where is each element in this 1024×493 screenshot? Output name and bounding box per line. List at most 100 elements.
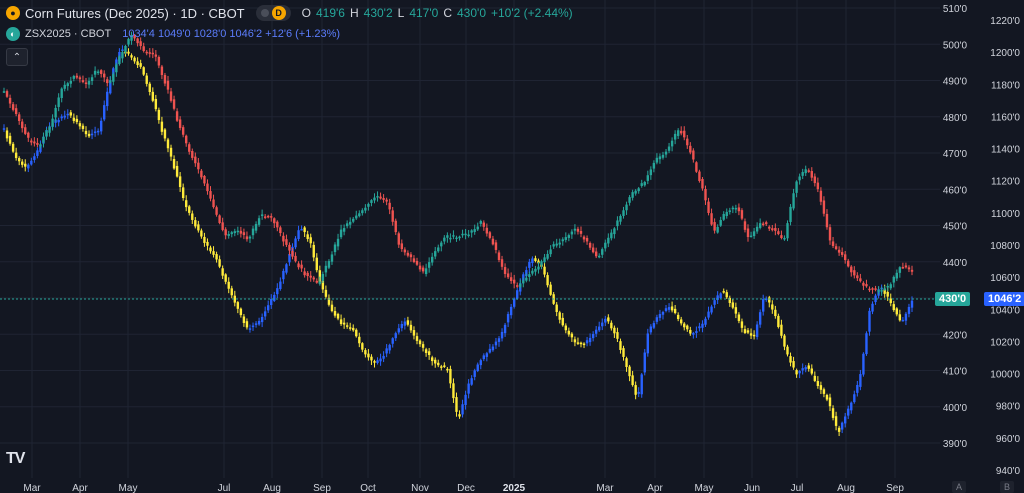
change-value: +10'2 (+2.44%): [491, 6, 573, 20]
soy-candle: [798, 370, 801, 374]
soy-candle: [467, 383, 470, 394]
soy-candle: [534, 258, 537, 261]
soy-candle: [719, 293, 722, 299]
soy-candle: [324, 289, 328, 297]
soy-candle: [99, 120, 103, 132]
corn-candle: [5, 91, 9, 97]
corn-candle: [112, 74, 115, 82]
soy-candle: [737, 314, 741, 321]
soy-candle: [151, 91, 155, 101]
interval-pill[interactable]: D: [255, 5, 291, 21]
soy-candle: [789, 356, 792, 363]
corn-candle: [63, 84, 66, 89]
auto-scale-button[interactable]: A: [952, 481, 966, 493]
soy-candle: [282, 270, 285, 280]
right-axis-tick-label: 1020'0: [990, 337, 1020, 348]
corn-candle: [491, 238, 495, 245]
corn-candle: [449, 237, 452, 240]
soy-candle: [728, 297, 731, 303]
soy-candle: [288, 253, 291, 263]
soy-candle: [619, 341, 622, 350]
right-axis-tick-label: 1120'0: [991, 177, 1020, 188]
corn-candle: [485, 227, 489, 234]
left-axis-tick-label: 480'0: [943, 113, 968, 124]
soy-candle: [75, 118, 79, 123]
right-axis-tick-label: 1000'0: [990, 370, 1020, 381]
soy-candle: [315, 257, 318, 271]
soy-candle: [30, 160, 33, 165]
soy-candle: [406, 320, 410, 325]
soy-candle: [352, 327, 355, 331]
tradingview-logo[interactable]: TV: [6, 450, 25, 467]
main-symbol-legend[interactable]: ● Corn Futures (Dec 2025) · 1D · CBOT D …: [6, 5, 573, 21]
corn-candle: [810, 171, 813, 178]
corn-candle: [421, 267, 425, 272]
soy-candle: [403, 321, 407, 326]
corn-candle: [379, 196, 382, 199]
corn-candle: [667, 146, 671, 151]
corn-candle: [655, 157, 659, 163]
corn-candle: [230, 232, 233, 235]
corn-candle: [616, 220, 619, 227]
soy-candle: [309, 237, 312, 244]
soy-candle: [567, 330, 571, 335]
time-axis[interactable]: Mar Apr May Jul Aug Sep Oct Nov Dec 2025 Mar Apr May…: [23, 483, 904, 493]
soy-candle: [382, 355, 385, 359]
corn-candle: [758, 223, 762, 228]
soy-candle: [148, 83, 151, 92]
compare-symbol-title[interactable]: ZSX2025 · CBOT: [25, 28, 112, 40]
corn-candle: [813, 176, 817, 184]
corn-candle: [236, 230, 240, 233]
corn-candle: [370, 200, 373, 203]
soy-candle: [692, 332, 695, 335]
soy-candle: [163, 129, 167, 139]
corn-candle: [695, 162, 698, 172]
soy-candle: [607, 317, 610, 322]
soy-candle: [558, 312, 561, 320]
soy-candle: [512, 298, 516, 307]
corn-candle: [509, 277, 513, 281]
soy-candle: [11, 143, 15, 152]
soy-candle: [388, 344, 391, 351]
right-axis-tick-label: 1160'0: [991, 112, 1020, 123]
corn-candle: [273, 218, 276, 224]
soy-candle: [367, 353, 370, 358]
eye-icon: [260, 9, 269, 17]
corn-candle: [106, 79, 109, 84]
corn-candle: [871, 288, 874, 290]
soy-candle: [294, 238, 297, 248]
soy-candle: [828, 397, 832, 407]
soy-candle: [133, 57, 136, 62]
main-symbol-title[interactable]: Corn Futures (Dec 2025) · 1D · CBOT: [25, 5, 245, 21]
corn-candle: [382, 198, 385, 200]
corn-candle: [260, 214, 264, 216]
soy-candle: [573, 339, 577, 343]
soy-candle: [69, 112, 73, 116]
corn-candle: [373, 197, 376, 201]
log-scale-button[interactable]: B: [1000, 481, 1014, 493]
corn-candle: [315, 280, 318, 283]
corn-candle: [42, 136, 45, 143]
soy-candle: [203, 236, 206, 243]
collapse-legend-button[interactable]: ⌃: [6, 48, 28, 66]
corn-candle: [294, 255, 297, 262]
soy-candle: [391, 338, 394, 344]
corn-candle: [333, 244, 337, 253]
right-axis-tick-label: 1200'0: [990, 48, 1020, 59]
corn-candle: [558, 242, 561, 245]
compare-symbol-legend[interactable]: ◐ ZSX2025 · CBOT 1034'4 1049'0 1028'0 10…: [6, 27, 340, 41]
right-price-axis[interactable]: 1220'0 1200'0 1180'0 1160'0 1140'0 1120'0 1100…: [980, 0, 1024, 493]
corn-candle: [121, 52, 124, 59]
corn-candle: [789, 206, 792, 222]
corn-candle: [895, 272, 899, 279]
soy-candle: [455, 397, 458, 412]
soy-candle: [500, 331, 504, 339]
soy-candle: [221, 268, 224, 276]
soy-candle: [901, 319, 905, 322]
soy-candle: [537, 260, 540, 264]
corn-candle: [579, 230, 583, 234]
corn-candle: [115, 64, 118, 73]
soy-candle: [497, 338, 501, 342]
left-price-axis[interactable]: 510'0 500'0 490'0 480'0 470'0 460'0 450'0 440'0…: [940, 0, 980, 493]
